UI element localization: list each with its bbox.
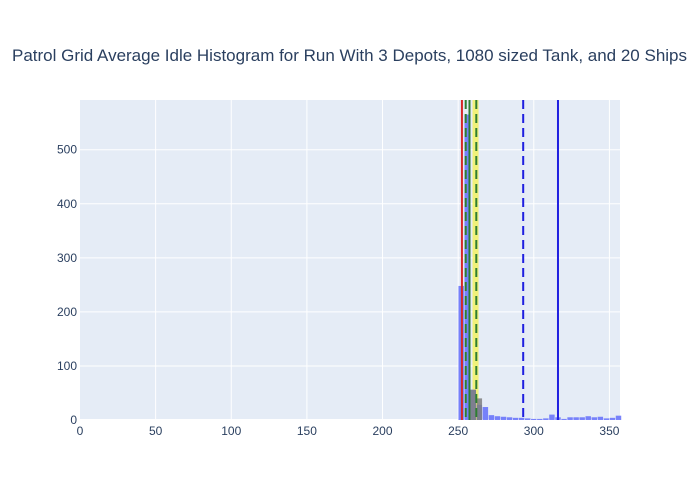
histogram-bar: [518, 417, 525, 420]
axis-tick-labels: 0 100 200 300 400 500 0 50 100 150 200 250 300 350: [57, 143, 620, 438]
histogram-bar: [579, 417, 585, 420]
histogram-bar: [506, 417, 513, 420]
x-tick-label: 300: [524, 424, 544, 438]
histogram-bar: [573, 417, 579, 420]
histogram-bar: [561, 418, 567, 420]
y-tick-label: 200: [57, 305, 77, 319]
histogram-bar: [567, 417, 573, 420]
y-tick-label: 0: [70, 413, 77, 427]
y-tick-label: 500: [57, 143, 77, 157]
histogram-bar: [537, 418, 543, 420]
reference-lines: [460, 100, 559, 420]
histogram-bar: [470, 389, 477, 420]
y-tick-label: 400: [57, 197, 77, 211]
x-tick-label: 350: [599, 424, 619, 438]
histogram-bar: [597, 416, 604, 420]
histogram-bar: [609, 417, 616, 420]
histogram-bar: [543, 418, 549, 420]
histogram-bar: [512, 417, 519, 420]
histogram-bar: [525, 418, 531, 420]
x-tick-label: 150: [297, 424, 317, 438]
histogram-bar: [615, 415, 622, 420]
histogram-bar: [500, 416, 507, 420]
plot-background: [80, 100, 620, 420]
histogram-bar: [488, 415, 495, 420]
histogram-bar: [476, 398, 483, 420]
y-tick-label: 100: [57, 359, 77, 373]
histogram-bar: [591, 417, 598, 420]
histogram-bar: [494, 416, 501, 420]
chart-title: Patrol Grid Average Idle Histogram for R…: [12, 46, 688, 65]
grid-lines: [80, 100, 620, 421]
histogram-bar: [549, 414, 555, 420]
x-tick-label: 0: [77, 424, 84, 438]
histogram-bar: [482, 407, 489, 420]
x-tick-label: 100: [221, 424, 241, 438]
y-tick-label: 300: [57, 251, 77, 265]
histogram-bar: [585, 416, 591, 420]
x-tick-label: 250: [448, 424, 468, 438]
histogram-bar: [531, 418, 537, 420]
histogram-bar: [464, 114, 470, 420]
x-tick-label: 200: [373, 424, 393, 438]
histogram-bar: [603, 418, 610, 420]
x-tick-label: 50: [149, 424, 163, 438]
